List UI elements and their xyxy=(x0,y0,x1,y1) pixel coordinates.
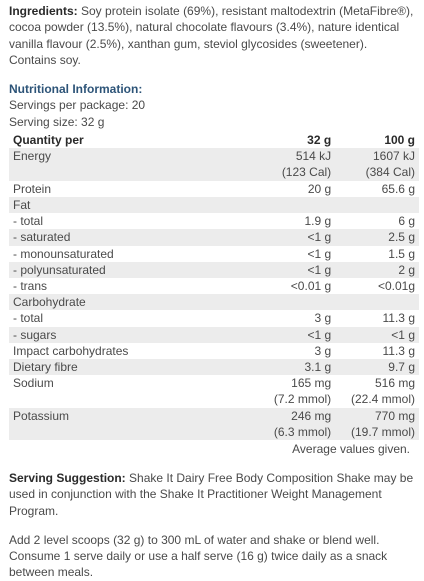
value-per-100g: <1 g xyxy=(335,326,419,343)
nutrition-row: Potassium 246 mg 770 mg xyxy=(9,407,419,424)
value-per-serving: 514 kJ xyxy=(233,148,336,165)
value-per-serving: <1 g xyxy=(233,261,336,278)
nutrient-label: - total xyxy=(13,311,44,326)
value-per-serving: 165 mg xyxy=(291,376,332,391)
nutrient-label: Impact carbohydrates xyxy=(13,343,129,358)
value-per-100g: <0.01g xyxy=(377,278,415,293)
value-per-serving: 1.9 g xyxy=(304,214,332,229)
value-per-100g: (384 Cal) xyxy=(335,164,419,181)
nutrient-label xyxy=(9,423,234,440)
nutrition-row: Energy 514 kJ 1607 kJ xyxy=(9,148,419,165)
col-per-serving: 32 g xyxy=(307,133,332,148)
value-per-100g: 2 g xyxy=(335,261,419,278)
value-per-serving xyxy=(233,196,336,214)
serving-size: Serving size: 32 g xyxy=(9,114,105,129)
value-per-100g: (19.7 mmol) xyxy=(335,423,419,440)
nutrition-row: - saturated <1 g 2.5 g xyxy=(9,229,419,246)
nutrient-label: Sodium xyxy=(13,376,54,391)
nutrition-row: - trans <0.01 g <0.01g xyxy=(9,278,419,294)
value-per-100g: 11.3 g xyxy=(382,343,415,358)
nutrient-label: - saturated xyxy=(9,229,234,246)
value-per-100g: 9.7 g xyxy=(335,358,419,376)
nutrition-row: Impact carbohydrates 3 g 11.3 g xyxy=(9,343,419,359)
nutrient-label: - polyunsaturated xyxy=(9,261,234,278)
nutrient-label: Potassium xyxy=(9,407,234,424)
nutrition-row: - total 3 g 11.3 g xyxy=(9,310,419,326)
value-per-100g: 11.3 g xyxy=(382,311,415,326)
nutrient-label: Protein xyxy=(13,181,52,196)
nutrition-table: Quantity per 32 g 100 g Energy 514 kJ 1607… xyxy=(9,132,419,440)
value-per-serving: (6.3 mmol) xyxy=(233,423,336,440)
ingredients-paragraph: Ingredients: Soy protein isolate (69%), … xyxy=(9,3,416,52)
nutrient-label: Energy xyxy=(9,148,234,165)
nutrition-row: - monounsaturated <1 g 1.5 g xyxy=(9,246,419,262)
ingredients-text: Soy protein isolate (69%), resistant mal… xyxy=(9,4,414,51)
nutrition-table-header: Quantity per 32 g 100 g xyxy=(9,132,419,148)
value-per-serving: <1 g xyxy=(233,326,336,343)
serving-suggestion-text: Shake It Dairy Free Body Composition Sha… xyxy=(9,470,414,518)
value-per-100g: 2.5 g xyxy=(335,229,419,246)
value-per-100g: (22.4 mmol) xyxy=(350,392,415,407)
allergen-statement: Contains soy. xyxy=(9,52,81,67)
nutrient-label: - sugars xyxy=(9,326,234,343)
nutrient-label: Fat xyxy=(9,196,234,214)
value-per-serving: 246 mg xyxy=(233,407,336,424)
nutrient-label: Carbohydrate xyxy=(9,294,234,311)
value-per-100g: 770 mg xyxy=(335,407,419,424)
nutrient-label: - total xyxy=(13,214,44,229)
nutrient-label: - trans xyxy=(13,278,48,293)
average-values-note: Average values given. xyxy=(292,441,410,456)
nutrition-row: - total 1.9 g 6 g xyxy=(9,213,419,229)
col-quantity-per: Quantity per xyxy=(13,133,84,148)
nutrition-row: (123 Cal) (384 Cal) xyxy=(9,164,419,181)
value-per-100g: 1.5 g xyxy=(388,246,415,261)
nutrition-row: Sodium 165 mg 516 mg xyxy=(9,375,419,391)
nutrient-label xyxy=(9,391,234,407)
nutrition-row: Carbohydrate xyxy=(9,294,419,311)
value-per-100g: 516 mg xyxy=(374,376,415,391)
nutrition-row: - sugars <1 g <1 g xyxy=(9,326,419,343)
value-per-100g xyxy=(335,294,419,311)
nutrient-label: Dietary fibre xyxy=(9,358,234,376)
value-per-serving: 20 g xyxy=(307,181,332,196)
value-per-serving: (123 Cal) xyxy=(233,164,336,181)
value-per-100g xyxy=(335,196,419,214)
nutrient-label xyxy=(9,164,234,181)
ingredients-heading: Ingredients: xyxy=(9,4,78,18)
value-per-serving: <1 g xyxy=(233,229,336,246)
value-per-serving xyxy=(233,294,336,311)
value-per-serving: <1 g xyxy=(307,246,332,261)
nutrition-row: (7.2 mmol) (22.4 mmol) xyxy=(9,391,419,407)
value-per-100g: 6 g xyxy=(398,214,415,229)
value-per-serving: 3 g xyxy=(314,311,332,326)
serving-suggestion: Serving Suggestion: Shake It Dairy Free … xyxy=(9,470,416,519)
value-per-serving: 3.1 g xyxy=(233,358,336,376)
value-per-serving: <0.01 g xyxy=(290,278,332,293)
nutrition-heading: Nutritional Information: xyxy=(9,82,143,97)
directions: Add 2 level scoops (32 g) to 300 mL of w… xyxy=(9,532,388,580)
value-per-100g: 1607 kJ xyxy=(335,148,419,165)
value-per-serving: (7.2 mmol) xyxy=(273,392,332,407)
value-per-100g: 65.6 g xyxy=(381,181,415,196)
nutrition-row: Fat xyxy=(9,196,419,214)
nutrition-row: Dietary fibre 3.1 g 9.7 g xyxy=(9,358,419,376)
col-per-100g: 100 g xyxy=(384,133,415,148)
servings-per-package: Servings per package: 20 xyxy=(9,98,146,113)
nutrient-label: - monounsaturated xyxy=(13,246,114,261)
serving-suggestion-heading: Serving Suggestion: xyxy=(9,470,126,485)
nutrition-row: Protein 20 g 65.6 g xyxy=(9,181,419,197)
value-per-serving: 3 g xyxy=(314,343,332,358)
nutrition-row: (6.3 mmol) (19.7 mmol) xyxy=(9,423,419,440)
